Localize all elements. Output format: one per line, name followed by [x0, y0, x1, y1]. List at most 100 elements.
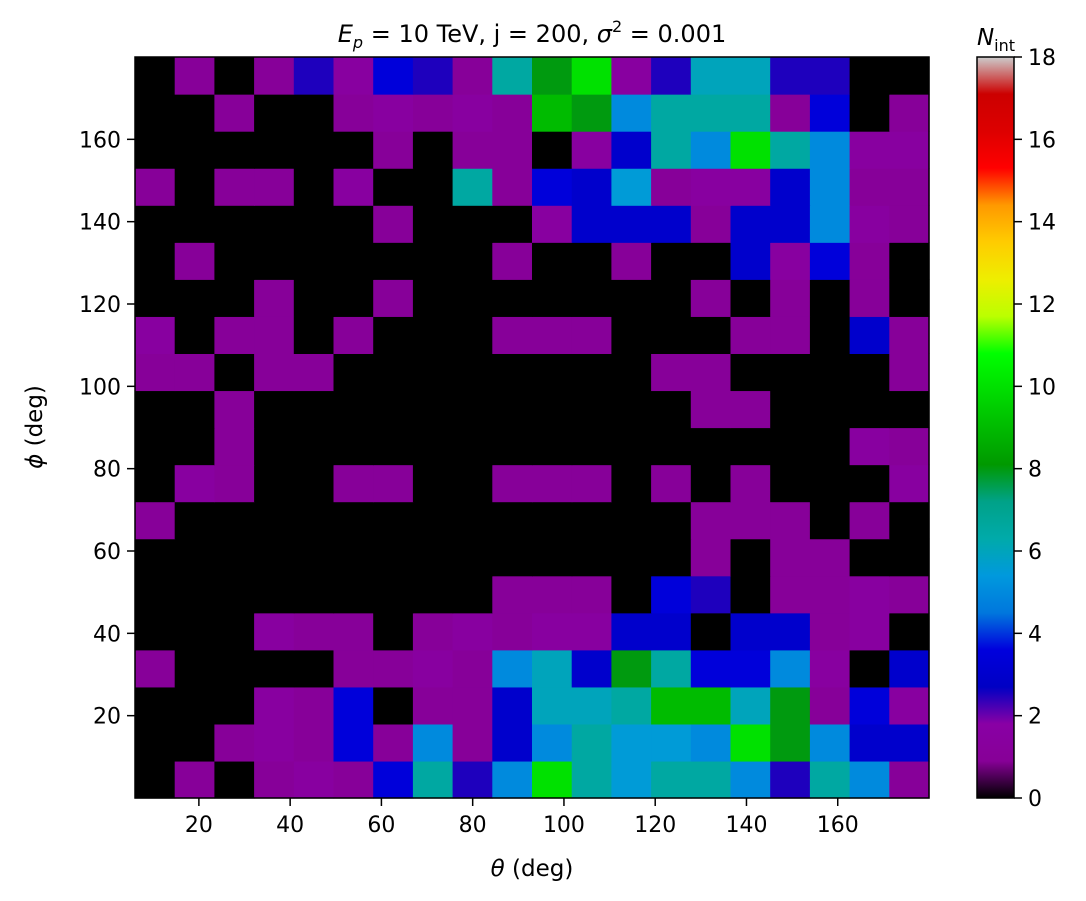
heatmap-cell: [214, 723, 255, 762]
heatmap-cell: [452, 131, 493, 169]
heatmap-cell: [889, 390, 930, 429]
heatmap-cell: [611, 723, 652, 762]
heatmap-cell: [373, 612, 414, 651]
heatmap-cell: [174, 353, 215, 392]
heatmap-cell: [571, 316, 612, 354]
heatmap-cell: [492, 57, 533, 95]
heatmap-cell: [333, 279, 374, 317]
x-tick-label: 100: [543, 813, 585, 838]
heatmap-cell: [651, 131, 692, 169]
y-tick-label: 40: [93, 622, 121, 647]
heatmap-cell: [809, 538, 851, 577]
heatmap-cell: [293, 168, 335, 206]
heatmap-cell: [889, 94, 930, 132]
heatmap-cell: [174, 57, 215, 95]
heatmap-cell: [571, 242, 612, 280]
plot-frame: [134, 56, 930, 799]
heatmap-cell: [254, 353, 295, 392]
heatmap-cell: [254, 168, 295, 206]
heatmap-cell: [452, 390, 493, 429]
heatmap-cell: [293, 94, 335, 132]
heatmap-cell: [532, 279, 573, 317]
heatmap-cell: [571, 353, 612, 392]
heatmap-cell: [690, 57, 732, 95]
heatmap-cell: [809, 316, 851, 354]
heatmap-cell: [889, 427, 930, 466]
heatmap-cell: [809, 464, 851, 503]
heatmap-cell: [135, 316, 176, 354]
heatmap-cell: [373, 427, 414, 466]
heatmap-cell: [571, 760, 612, 799]
y-tick-label: 140: [79, 211, 121, 236]
heatmap-cell: [651, 57, 692, 95]
heatmap-cell: [214, 538, 255, 577]
heatmap-cell: [373, 538, 414, 577]
heatmap-cell: [611, 353, 652, 392]
heatmap-cell: [135, 464, 176, 503]
heatmap-cell: [809, 390, 851, 429]
heatmap-cell: [809, 612, 851, 651]
heatmap-cell: [571, 279, 612, 317]
x-tick-label: 40: [276, 813, 304, 838]
heatmap-cell: [412, 168, 454, 206]
heatmap-cell: [492, 279, 533, 317]
heatmap-cell: [730, 390, 771, 429]
heatmap-cell: [770, 427, 811, 466]
heatmap-cell: [532, 464, 573, 503]
heatmap-cell: [849, 316, 890, 354]
heatmap-cell: [333, 501, 374, 540]
heatmap-cell: [412, 538, 454, 577]
heatmap-cell: [532, 168, 573, 206]
heatmap-cell: [293, 612, 335, 651]
y-axis-label: ϕ (deg): [22, 385, 48, 469]
heatmap-cell: [690, 649, 732, 688]
x-tick-label: 20: [185, 813, 213, 838]
heatmap-cell: [135, 353, 176, 392]
heatmap-cell: [452, 501, 493, 540]
heatmap-cell: [214, 279, 255, 317]
heatmap-cell: [770, 575, 811, 614]
heatmap-cell: [809, 242, 851, 280]
heatmap-cell: [770, 501, 811, 540]
heatmap-cell: [730, 649, 771, 688]
heatmap-cell: [809, 168, 851, 206]
heatmap-cell: [849, 94, 890, 132]
heatmap-cell: [373, 390, 414, 429]
heatmap-cell: [135, 131, 176, 169]
heatmap-cell: [770, 57, 811, 95]
heatmap-cell: [214, 242, 255, 280]
heatmap-cell: [690, 205, 732, 243]
heatmap-cell: [293, 131, 335, 169]
heatmap-cell: [611, 501, 652, 540]
heatmap-cells: [135, 57, 930, 799]
heatmap-cell: [730, 501, 771, 540]
heatmap-cell: [889, 538, 930, 577]
heatmap-cell: [849, 575, 890, 614]
y-tick-label: 120: [79, 293, 121, 318]
heatmap-cell: [571, 205, 612, 243]
heatmap-cell: [452, 279, 493, 317]
x-tick-label: 120: [634, 813, 676, 838]
title-e-subscript: p: [352, 33, 363, 52]
heatmap-cell: [849, 427, 890, 466]
colorbar-tick-label: 4: [1028, 622, 1042, 647]
heatmap-cell: [254, 390, 295, 429]
heatmap-cell: [849, 464, 890, 503]
heatmap-cell: [174, 723, 215, 762]
colorbar-tick-label: 8: [1028, 458, 1042, 483]
heatmap-cell: [254, 686, 295, 725]
heatmap-cell: [333, 57, 374, 95]
heatmap-cell: [730, 686, 771, 725]
heatmap-cell: [254, 723, 295, 762]
x-axis-label: θ (deg): [491, 856, 574, 882]
heatmap-cell: [492, 612, 533, 651]
heatmap-cell: [452, 649, 493, 688]
heatmap-cell: [611, 168, 652, 206]
heatmap-cell: [730, 538, 771, 577]
heatmap-cell: [135, 612, 176, 651]
heatmap-cell: [611, 57, 652, 95]
colorbar-label-subscript: int: [994, 36, 1015, 55]
heatmap-cell: [254, 501, 295, 540]
heatmap-cell: [730, 612, 771, 651]
heatmap-cell: [373, 723, 414, 762]
